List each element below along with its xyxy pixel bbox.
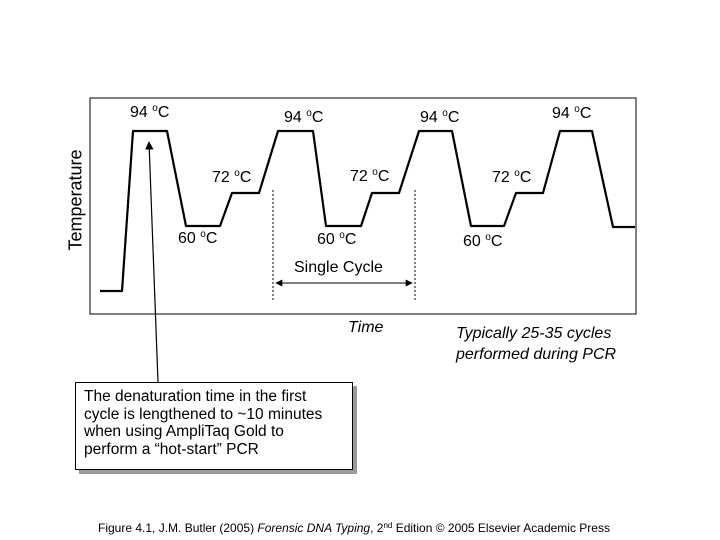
cycles-note: Typically 25-35 cycles performed during … [456,323,616,365]
x-axis-label: Time [348,319,384,336]
cycles-note-line-2: performed during PCR [456,346,617,363]
callout-box: The denaturation time in the first cycle… [75,382,353,470]
callout-arrow [145,141,159,383]
callout-line-4: perform a “hot-start” PCR [84,440,259,458]
annealing-temp-label-2: 60 oC [317,230,357,248]
temperature-profile-line [100,129,635,293]
annealing-temp-label-1: 60 oC [178,229,218,247]
y-axis-label: Temperature [65,149,86,251]
callout-line-3: when using AmpliTaq Gold to [84,423,284,440]
extension-temp-label-1: 72 oC [212,168,252,186]
denature-temp-label-3: 94 oC [420,108,460,126]
denature-temp-label-4: 94 oC [552,104,592,122]
cycles-note-line-1: Typically 25-35 cycles [456,325,612,342]
extension-temp-label-2: 72 oC [350,167,390,185]
callout-line-1: The denaturation time in the first [84,388,307,405]
annealing-temp-label-3: 60 oC [463,232,503,250]
denature-temp-label-1: 94 oC [130,103,170,121]
denature-temp-label-2: 94 oC [284,108,324,126]
single-cycle-label: Single Cycle [294,259,383,276]
extension-temp-label-3: 72 oC [492,168,532,186]
figure-caption: Figure 4.1, J.M. Butler (2005) Forensic … [98,521,610,535]
plot-frame [89,97,637,315]
callout-line-2: cycle is lengthened to ~10 minutes [84,405,323,423]
